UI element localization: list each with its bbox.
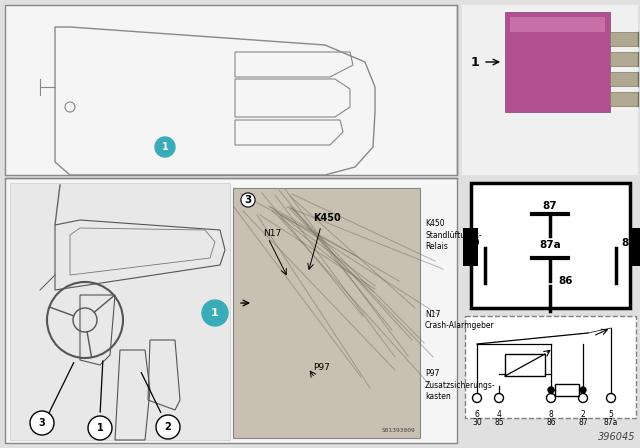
Text: 2: 2 (580, 410, 586, 419)
Bar (610, 52, 638, 66)
Bar (610, 92, 638, 106)
Text: 1: 1 (211, 308, 219, 318)
Text: 396045: 396045 (598, 432, 635, 442)
Circle shape (580, 387, 586, 393)
Bar (10, 183, 230, 440)
Bar (610, 72, 638, 86)
Bar (505, 12, 610, 112)
Text: K450: K450 (313, 213, 340, 223)
Text: 3: 3 (244, 195, 252, 205)
Text: 85: 85 (494, 418, 504, 427)
Circle shape (155, 137, 175, 157)
Text: 1: 1 (470, 56, 479, 69)
Bar (505, 354, 545, 376)
Text: P97: P97 (313, 363, 330, 372)
Text: 87: 87 (543, 201, 557, 211)
Text: 4: 4 (497, 410, 501, 419)
Circle shape (88, 416, 112, 440)
Text: 1: 1 (162, 142, 168, 152)
Text: 5: 5 (609, 410, 613, 419)
Text: 30: 30 (472, 418, 482, 427)
Bar (465, 316, 636, 418)
Text: 87: 87 (578, 418, 588, 427)
Text: 1: 1 (97, 423, 104, 433)
Bar (471, 183, 630, 308)
Circle shape (548, 387, 554, 393)
Bar (5, 178, 457, 443)
Text: N17
Crash-Alarmgeber: N17 Crash-Alarmgeber (425, 310, 495, 330)
Text: K450
Standlüftungs-
Relais: K450 Standlüftungs- Relais (425, 219, 482, 251)
Text: 87a: 87a (539, 240, 561, 250)
Text: 3: 3 (38, 418, 45, 428)
Bar (630, 228, 640, 266)
Text: 8: 8 (548, 410, 554, 419)
Circle shape (156, 415, 180, 439)
Text: S01393009: S01393009 (381, 428, 415, 433)
Bar (610, 32, 638, 46)
Circle shape (30, 411, 54, 435)
Bar (462, 5, 638, 175)
Bar (463, 228, 478, 266)
Text: N17: N17 (263, 228, 281, 237)
Circle shape (202, 300, 228, 326)
Text: 2: 2 (164, 422, 172, 432)
Text: 87a: 87a (604, 418, 618, 427)
Text: 30: 30 (465, 238, 480, 248)
Bar (233, 188, 420, 438)
Text: 86: 86 (558, 276, 573, 286)
Text: 86: 86 (546, 418, 556, 427)
Bar (5, 5, 457, 175)
Bar (555, 384, 579, 396)
Bar (510, 17, 605, 32)
Text: 6: 6 (475, 410, 479, 419)
Text: P97
Zusatzsicherungs-
kasten: P97 Zusatzsicherungs- kasten (425, 369, 495, 401)
Text: 85: 85 (621, 238, 636, 248)
